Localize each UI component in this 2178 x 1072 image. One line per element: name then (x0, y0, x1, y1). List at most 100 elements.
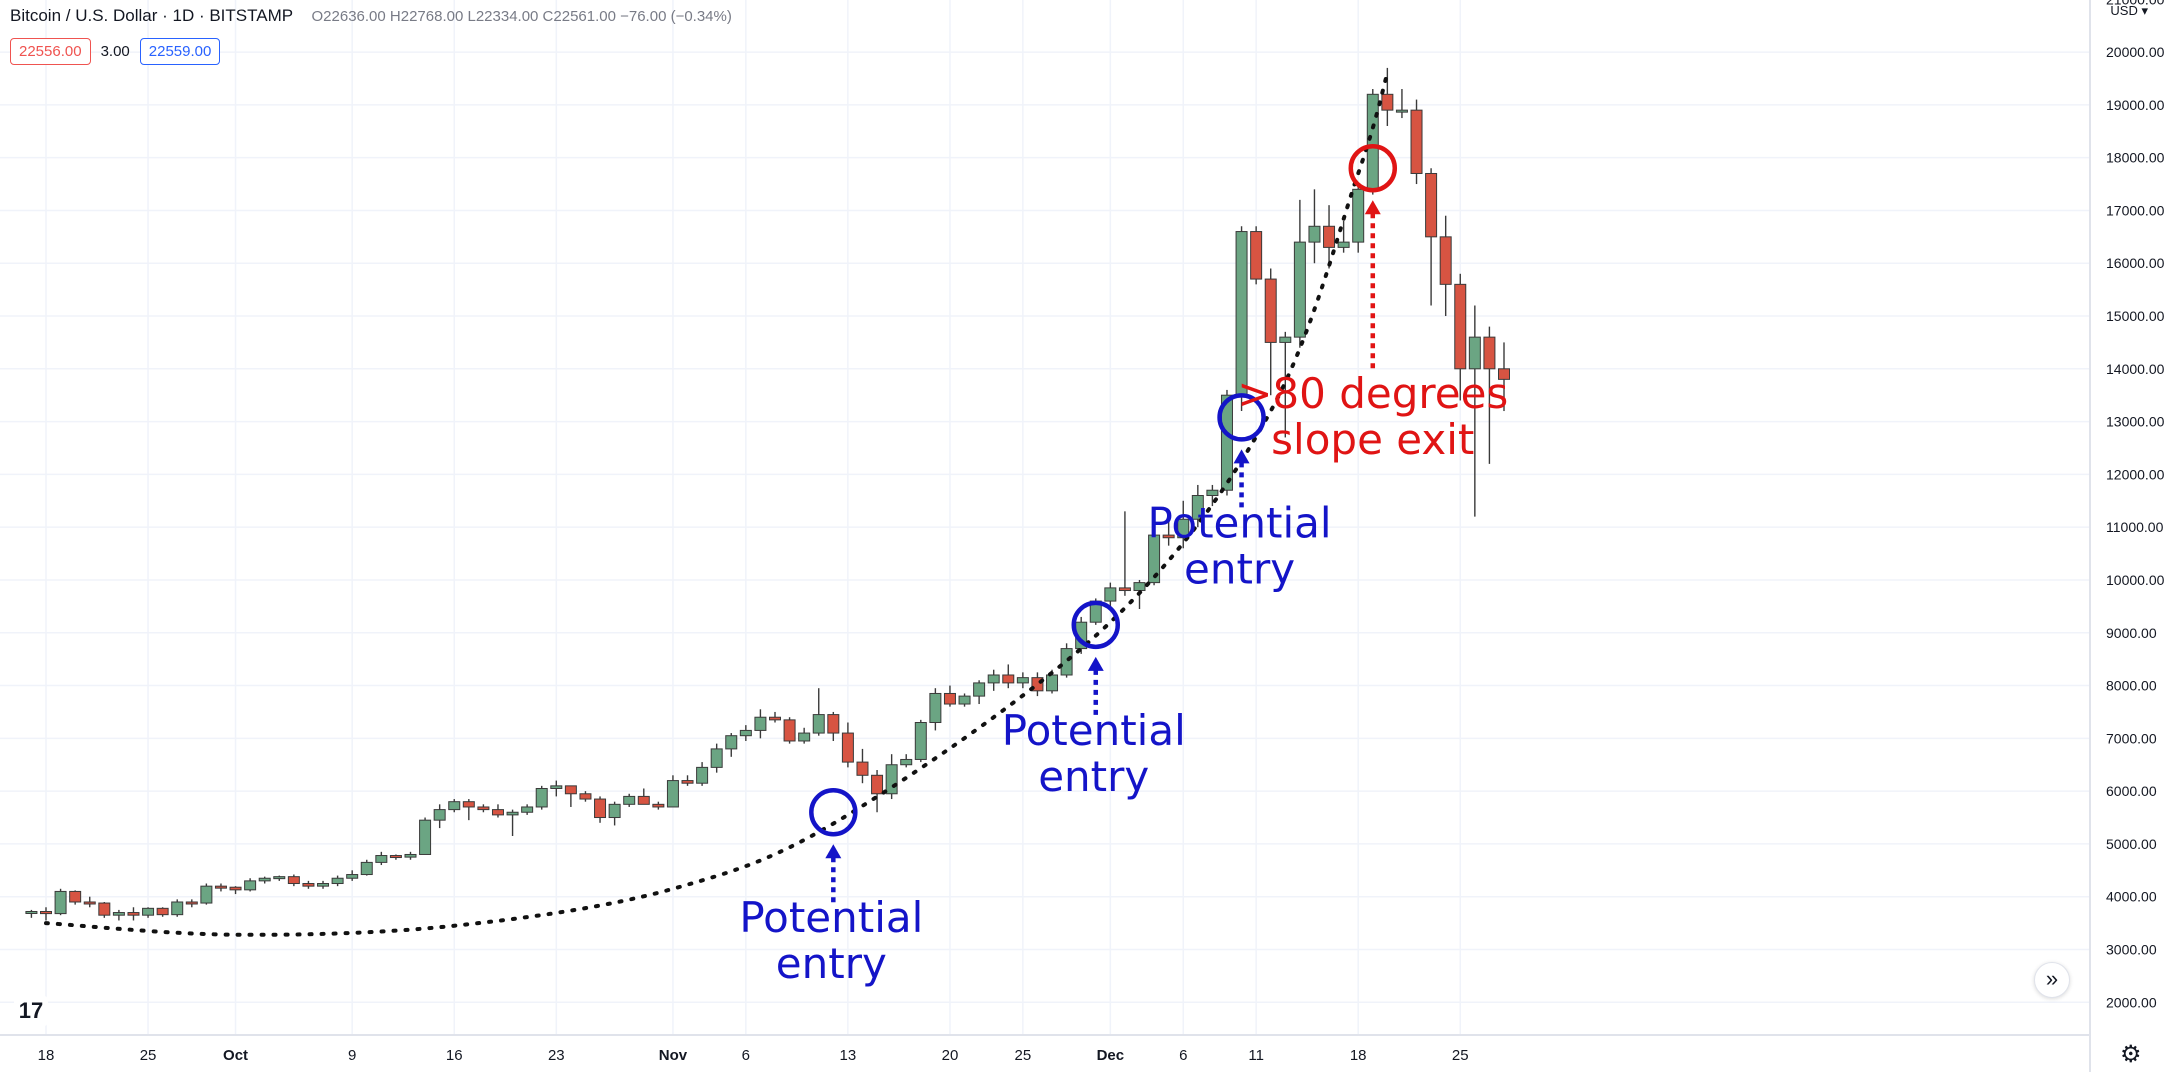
candle (1031, 672, 1044, 697)
candle-body-up (54, 890, 67, 915)
annotation-arrow-head (1087, 656, 1104, 671)
double-chevron-right-icon[interactable]: » (2034, 962, 2070, 998)
candle (769, 711, 781, 723)
candle-body-up (914, 722, 927, 760)
candle-body-down (287, 876, 300, 885)
symbol-title[interactable]: Bitcoin / U.S. Dollar · 1D · BITSTAMP (10, 6, 293, 25)
candle (666, 775, 679, 808)
candle-body-down (214, 885, 227, 889)
x-tick-label: 6 (742, 1047, 750, 1064)
y-tick-label: 15000.00 (2106, 308, 2165, 324)
candle (287, 874, 300, 887)
candle (98, 901, 111, 918)
candle (331, 875, 344, 887)
currency-selector[interactable]: USD ▾ (2110, 3, 2148, 18)
candle-body-up (419, 819, 432, 855)
candle (346, 870, 359, 881)
candle-body-down (1425, 172, 1438, 238)
candle-body-down (127, 912, 140, 916)
candle (1410, 99, 1423, 185)
candle (375, 851, 388, 866)
y-tick-label: 12000.00 (2106, 466, 2165, 482)
y-tick-label: 6000.00 (2106, 783, 2157, 799)
candle-body-down (1498, 368, 1510, 380)
candle (1206, 484, 1219, 507)
chart-annotations: PotentialentryPotentialentryPotentialent… (739, 143, 1508, 988)
candle-body-down (579, 793, 592, 800)
candle (127, 907, 140, 921)
candle-body-down (229, 886, 242, 891)
candle-body-up (608, 803, 621, 819)
y-tick-label: 7000.00 (2106, 730, 2157, 746)
gear-icon[interactable]: ⚙ (2120, 1041, 2142, 1068)
candle (637, 788, 650, 805)
candle-body-up (812, 714, 825, 734)
candle-body-up (754, 716, 767, 731)
candle-body-up (958, 695, 971, 705)
candle (1439, 215, 1452, 317)
sell-price-button[interactable]: 22556.00 (10, 38, 91, 65)
y-tick-label: 19000.00 (2106, 97, 2165, 113)
candle (783, 717, 796, 744)
candle-body-down (1002, 674, 1015, 684)
candle-body-down (40, 910, 52, 915)
candle (841, 722, 854, 768)
chart-legend: Bitcoin / U.S. Dollar · 1D · BITSTAMP O2… (10, 6, 732, 26)
candle (214, 883, 227, 892)
candle-body-down (69, 890, 82, 903)
x-tick-label: Oct (223, 1047, 248, 1064)
candle (40, 907, 52, 921)
candle (302, 880, 315, 889)
annotation-label: entry (1184, 544, 1295, 593)
y-tick-label: 20000.00 (2106, 44, 2165, 60)
candle (973, 680, 986, 705)
candle (1104, 582, 1117, 607)
y-tick-label: 9000.00 (2106, 625, 2157, 641)
candle (754, 709, 767, 739)
candle-body-down (769, 716, 781, 721)
candle (900, 754, 913, 768)
candle (594, 796, 607, 823)
candlestick-series (25, 67, 1510, 921)
candle (1191, 484, 1204, 528)
candle-body-up (317, 883, 330, 887)
annotation-label: Potential (1002, 706, 1186, 755)
candle (696, 762, 709, 786)
candle-body-down (1250, 231, 1263, 280)
candle-body-up (1046, 674, 1059, 692)
candle-body-up (142, 907, 155, 916)
candle-body-up (244, 880, 257, 891)
candle-body-up (433, 809, 446, 821)
candle (360, 859, 373, 876)
candle (433, 804, 446, 829)
buy-price-button[interactable]: 22559.00 (139, 38, 221, 65)
candle (185, 899, 198, 908)
candle-body-down (1162, 534, 1175, 539)
candle (812, 688, 825, 736)
candle (273, 875, 286, 881)
candle (1279, 331, 1292, 438)
candle (491, 804, 504, 818)
tradingview-logo-icon[interactable]: 17 (14, 996, 48, 1026)
candle (258, 876, 271, 884)
entry-circle (1071, 600, 1121, 650)
candle-body-down (1454, 283, 1467, 370)
time-axis: 18 25 Oct 9 16 23 Nov 6 13 20 25 Dec 6 11 18 25 (38, 1047, 1469, 1064)
candle-body-down (827, 714, 840, 734)
candle-body-up (346, 874, 359, 879)
candle-body-down (83, 901, 96, 905)
chart-grid (0, 0, 2090, 1035)
candle-body-down (389, 855, 402, 859)
annotation-label: entry (776, 939, 887, 988)
candle (1118, 511, 1131, 596)
candle-body-up (550, 785, 563, 789)
candle (477, 804, 490, 813)
y-tick-label: 2000.00 (2106, 994, 2157, 1010)
y-tick-label: 3000.00 (2106, 942, 2157, 958)
candle (914, 719, 927, 763)
candle-body-up (506, 811, 519, 816)
candle-body-down (1323, 225, 1336, 248)
candle-body-up (360, 861, 373, 876)
